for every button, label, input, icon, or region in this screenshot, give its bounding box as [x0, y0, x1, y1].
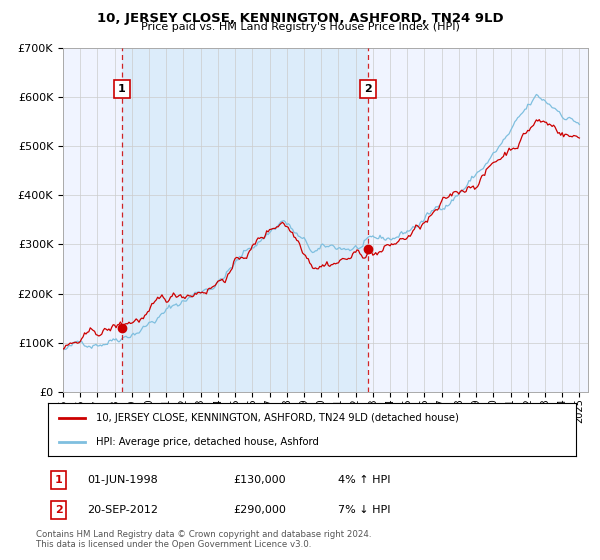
Text: 10, JERSEY CLOSE, KENNINGTON, ASHFORD, TN24 9LD (detached house): 10, JERSEY CLOSE, KENNINGTON, ASHFORD, T… — [95, 413, 458, 423]
Bar — [122, 48, 368, 392]
Text: 1: 1 — [118, 84, 126, 94]
Text: Contains HM Land Registry data © Crown copyright and database right 2024.: Contains HM Land Registry data © Crown c… — [36, 530, 371, 539]
Text: 01-JUN-1998: 01-JUN-1998 — [88, 475, 158, 485]
Text: £290,000: £290,000 — [233, 505, 286, 515]
Text: 1: 1 — [55, 475, 62, 485]
Text: 10, JERSEY CLOSE, KENNINGTON, ASHFORD, TN24 9LD: 10, JERSEY CLOSE, KENNINGTON, ASHFORD, T… — [97, 12, 503, 25]
Text: 4% ↑ HPI: 4% ↑ HPI — [338, 475, 391, 485]
Text: Price paid vs. HM Land Registry's House Price Index (HPI): Price paid vs. HM Land Registry's House … — [140, 22, 460, 32]
Text: 7% ↓ HPI: 7% ↓ HPI — [338, 505, 391, 515]
Text: 2: 2 — [55, 505, 62, 515]
Text: 20-SEP-2012: 20-SEP-2012 — [88, 505, 158, 515]
Text: 2: 2 — [364, 84, 372, 94]
Text: HPI: Average price, detached house, Ashford: HPI: Average price, detached house, Ashf… — [95, 436, 319, 446]
Text: £130,000: £130,000 — [233, 475, 286, 485]
Text: This data is licensed under the Open Government Licence v3.0.: This data is licensed under the Open Gov… — [36, 540, 311, 549]
